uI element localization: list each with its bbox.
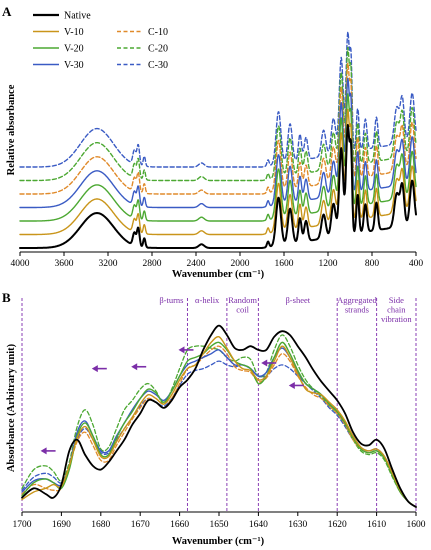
shift-arrow: [178, 346, 194, 354]
panel-b-x-tick-label: 1620: [328, 520, 347, 530]
panel-a-x-tick-label: 2400: [187, 259, 206, 269]
panel-a: A 4000 3600 3200 2800 2400 2000 1600 1200 800 400…: [2, 4, 423, 280]
band-label-line: vibration: [381, 314, 412, 324]
panel-a-x-tick-label: 3600: [55, 259, 74, 269]
band-label-line: coil: [236, 305, 249, 315]
shift-arrow-head: [178, 346, 185, 354]
panel-b-x-tick-label: 1690: [52, 520, 71, 530]
panel-b-curve-c-10: [21, 345, 417, 508]
panel-a-y-axis-title: Relative absorbance: [6, 84, 17, 175]
panel-a-x-tick-label: 1600: [275, 259, 294, 269]
panel-a-x-tick-label: 2000: [231, 259, 250, 269]
panel-a-curve-c-10: [19, 62, 417, 195]
legend-label-v-30: V-30: [64, 60, 84, 71]
panel-b-curve-c-30: [21, 360, 417, 508]
panel-a-letter: A: [2, 4, 12, 19]
panel-b-x-axis-title: Wavenumber (cm⁻¹): [172, 536, 265, 547]
band-label-line: Random: [228, 295, 257, 305]
panel-a-curve-v-30: [19, 77, 417, 209]
panel-b-shift-arrows: [40, 346, 304, 455]
panel-a-curve-c-30: [19, 31, 417, 168]
legend-label-v-20: V-20: [64, 44, 84, 55]
panel-a-x-tick-label: 1200: [319, 259, 338, 269]
panel-a-x-ticks: 4000 3600 3200 2800 2400 2000 1600 1200 800 400: [11, 252, 424, 269]
panel-a-x-tick-label: 3200: [99, 259, 118, 269]
panel-b-x-tick-label: 1660: [170, 520, 189, 530]
panel-b-x-ticks: 1700 1690 1680 1670 1660 1650 1640 1630 1620 1610…: [13, 512, 426, 530]
panel-a-x-tick-label: 4000: [11, 259, 30, 269]
band-label-line: Aggregated: [337, 295, 377, 305]
panel-a-curve-v-20: [19, 93, 417, 222]
shift-arrow: [131, 363, 147, 371]
panel-b-x-tick-label: 1640: [249, 520, 268, 530]
shift-arrow: [91, 365, 107, 373]
panel-b-x-tick-label: 1610: [367, 520, 386, 530]
band-label-helix: α-helix: [195, 295, 220, 305]
panel-a-x-tick-label: 2800: [143, 259, 162, 269]
shift-arrow: [40, 447, 56, 455]
panel-b-y-axis-title: Absorbance (Arbitrary unit): [6, 343, 17, 472]
panel-b-x-tick-label: 1700: [13, 520, 32, 530]
panel-b-letter: B: [2, 290, 11, 305]
panel-b-x-tick-label: 1680: [91, 520, 110, 530]
shift-arrow-head: [91, 365, 98, 373]
band-label-line: strands: [345, 305, 369, 315]
panel-a-x-tick-label: 800: [365, 259, 380, 269]
panel-a-curve-native: [19, 124, 417, 249]
panel-a-curve-v-10: [19, 108, 417, 236]
panel-a-legend: Native V-10 V-20 V-30 C-10 C-20 C-30: [33, 11, 168, 71]
panel-b-x-tick-label: 1630: [288, 520, 307, 530]
legend-label-c-10: C-10: [148, 27, 168, 38]
panel-a-x-tick-label: 400: [409, 259, 424, 269]
band-label-line: Side: [389, 295, 404, 305]
panel-b-curve-native: [21, 324, 417, 508]
legend-label-v-10: V-10: [64, 27, 84, 38]
legend-label-c-30: C-30: [148, 60, 168, 71]
panel-b-x-tick-label: 1650: [210, 520, 229, 530]
shift-arrow: [288, 381, 304, 389]
panel-b-curve-v-10: [21, 335, 417, 508]
legend-label-native: Native: [64, 11, 91, 22]
shift-arrow: [261, 359, 277, 367]
panel-b-x-tick-label: 1600: [407, 520, 426, 530]
shift-arrow-head: [40, 447, 47, 455]
band-label-turns: β-turns: [159, 295, 183, 305]
panel-b-x-tick-label: 1670: [131, 520, 150, 530]
panel-a-curve-c-20: [19, 46, 417, 182]
band-label-sheet: β-sheet: [285, 295, 310, 305]
panel-b-curve-v-20: [21, 341, 417, 508]
shift-arrow-head: [288, 381, 295, 389]
panel-b-curves: [21, 324, 417, 508]
legend-label-c-20: C-20: [148, 44, 168, 55]
shift-arrow-head: [131, 363, 138, 371]
panel-a-curves: [19, 31, 417, 249]
band-label-line: chain: [387, 305, 406, 315]
shift-arrow-head: [261, 359, 268, 367]
panel-a-x-axis-title: Wavenumber (cm⁻¹): [172, 269, 265, 280]
